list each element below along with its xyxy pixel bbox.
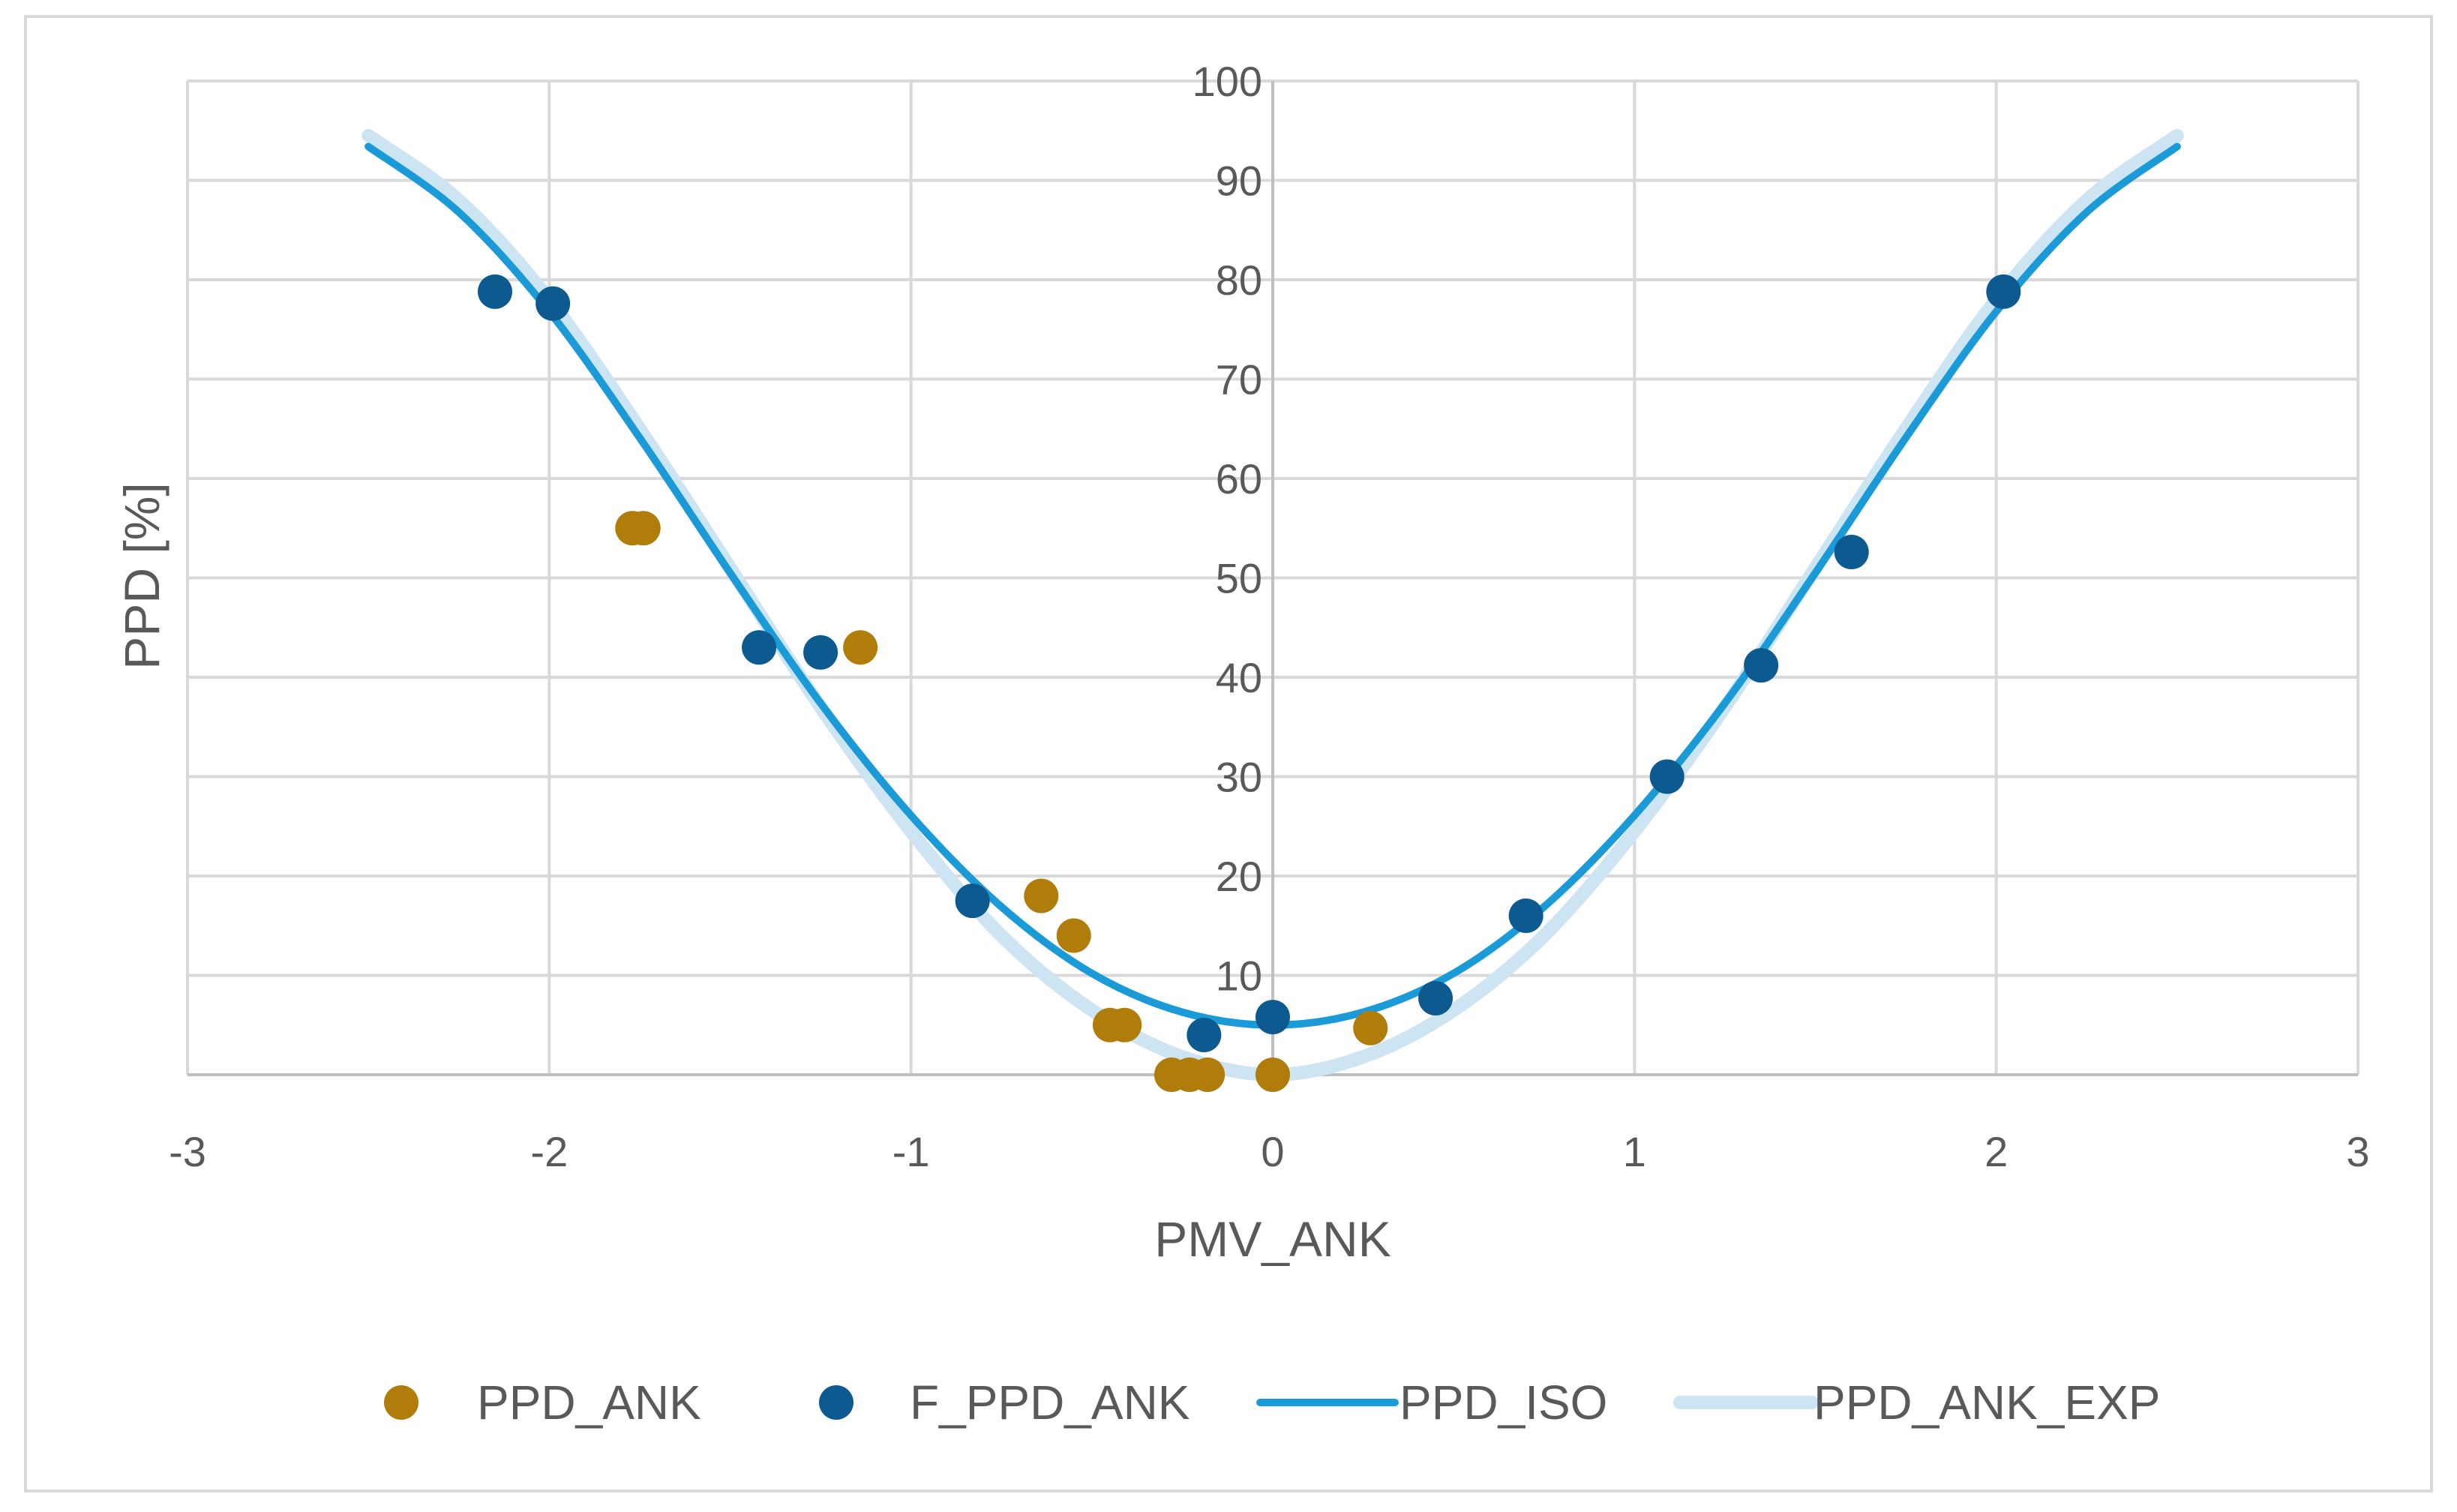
series-points-ppd-ank	[615, 511, 1388, 1092]
y-axis-title: PPD [%]	[114, 482, 170, 669]
x-tick-label: -2	[530, 1128, 568, 1175]
y-tick-label: 50	[1216, 555, 1262, 602]
y-tick-label: 20	[1216, 853, 1262, 900]
data-point-f-ppd-ank	[1186, 1018, 1222, 1052]
x-tick-label: 2	[1984, 1128, 2008, 1175]
legend-label-ppd-ank-exp: PPD_ANK_EXP	[1814, 1376, 2160, 1430]
y-tick-label: 90	[1216, 158, 1262, 205]
tick-labels: 10 20 30 40 50 60 70 80 90 100 -3 -2 -1 0 1 2 3	[169, 58, 2369, 1175]
y-tick-label: 40	[1216, 654, 1262, 701]
data-point-f-ppd-ank	[1256, 1000, 1290, 1035]
x-tick-label: -1	[892, 1128, 930, 1175]
data-point-ppd-ank	[1256, 1058, 1290, 1092]
x-tick-label: 1	[1623, 1128, 1646, 1175]
y-tick-label: 60	[1216, 455, 1262, 502]
data-point-ppd-ank	[1353, 1010, 1388, 1046]
data-point-f-ppd-ank	[803, 634, 838, 670]
data-point-ppd-ank	[1107, 1007, 1142, 1042]
legend: PPD_ANK F_PPD_ANK PPD_ISO PPD_ANK_EXP	[384, 1376, 2160, 1430]
y-tick-label: 10	[1216, 952, 1262, 1000]
y-tick-label: 100	[1192, 58, 1262, 105]
data-point-f-ppd-ank	[1418, 980, 1454, 1016]
legend-label-ppd-iso: PPD_ISO	[1400, 1376, 1607, 1430]
data-point-ppd-ank	[843, 630, 878, 665]
legend-label-ppd-ank: PPD_ANK	[477, 1376, 701, 1430]
legend-marker-f-ppd-ank	[819, 1385, 854, 1420]
data-point-ppd-ank	[626, 511, 661, 546]
legend-label-f-ppd-ank: F_PPD_ANK	[910, 1376, 1190, 1430]
data-point-f-ppd-ank	[1834, 535, 1869, 570]
data-point-ppd-ank	[1024, 878, 1059, 914]
legend-marker-ppd-ank	[384, 1385, 418, 1420]
data-point-f-ppd-ank	[742, 630, 777, 665]
x-tick-label: -3	[169, 1128, 206, 1175]
data-point-f-ppd-ank	[1986, 274, 2021, 309]
data-point-f-ppd-ank	[1508, 898, 1544, 933]
data-point-f-ppd-ank	[536, 286, 571, 321]
data-point-f-ppd-ank	[955, 884, 990, 919]
data-point-ppd-ank	[1190, 1058, 1226, 1092]
x-tick-label: 3	[2346, 1128, 2369, 1175]
data-series	[362, 128, 2184, 1092]
data-point-ppd-ank	[1056, 918, 1091, 953]
y-tick-label: 30	[1216, 754, 1262, 801]
data-point-f-ppd-ank	[1744, 648, 1779, 683]
y-tick-label: 80	[1216, 256, 1262, 304]
x-tick-label: 0	[1261, 1128, 1284, 1175]
data-point-f-ppd-ank	[1649, 759, 1684, 794]
x-axis-title: PMV_ANK	[1154, 1211, 1390, 1267]
series-points-f-ppd-ank	[477, 274, 2021, 1052]
data-point-f-ppd-ank	[477, 274, 512, 309]
y-tick-label: 70	[1216, 356, 1262, 404]
